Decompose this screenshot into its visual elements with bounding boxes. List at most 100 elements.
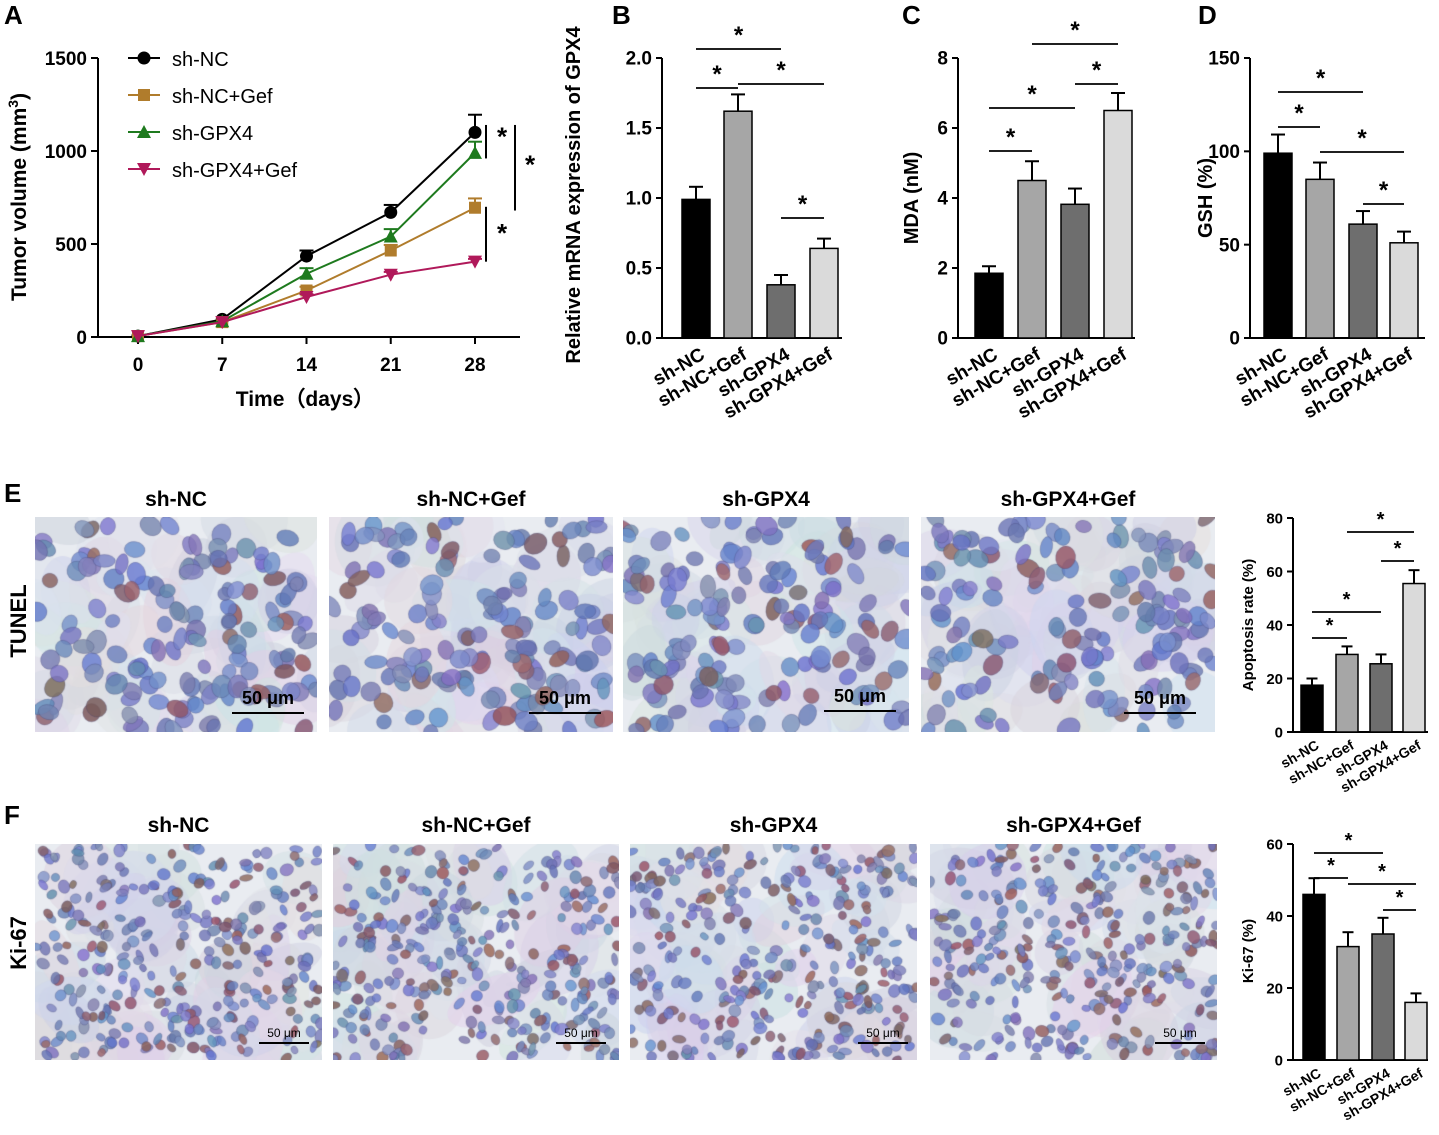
scale-bar-f-3: [1155, 1042, 1205, 1044]
a-point-0-2: [300, 249, 313, 263]
micrograph-ki67-sh-nc-gef: [333, 844, 619, 1060]
scale-bar-e-2: [824, 710, 896, 712]
micrograph-tunel-sh-gpx4: [623, 517, 909, 732]
b-y-tick-label: 0.5: [626, 259, 653, 280]
a-legend-label-2: sh-GPX4: [172, 123, 253, 145]
a-point-3-4: [468, 255, 482, 269]
d-bar-3: [1389, 242, 1419, 339]
a-y-tick-label: 1000: [45, 142, 87, 163]
e-y-axis-label: Apoptosis rate (%): [1240, 559, 1257, 692]
image-title-f-sh-gpx4: sh-GPX4: [729, 814, 818, 837]
micrograph-tunel-sh-nc-gef: [329, 517, 613, 732]
image-title-f-sh-nc: sh-NC: [147, 814, 210, 837]
f-y-tick-label: 40: [1266, 908, 1283, 925]
scale-bar-label-e-3: 50 μm: [1133, 688, 1187, 708]
f-sig-star-1: *: [1345, 830, 1353, 852]
a-y-tick-label: 0: [76, 328, 87, 349]
c-y-tick-label: 2: [937, 259, 948, 280]
e-bar-1: [1335, 653, 1359, 733]
scale-bar-label-e-1: 50 μm: [538, 688, 592, 708]
a-legend-marker-1: [138, 89, 150, 101]
b-y-tick-label: 1.0: [626, 189, 652, 210]
a-sig-star-1: *: [497, 218, 508, 248]
micrograph-tunel-sh-nc: [35, 517, 317, 732]
c-y-tick-label: 6: [937, 119, 948, 140]
image-title-e-sh-nc-gef: sh-NC+Gef: [416, 488, 526, 511]
d-y-tick-label: 100: [1208, 142, 1240, 163]
d-bar-1: [1305, 178, 1335, 339]
e-sig-star-0: *: [1326, 615, 1334, 637]
e-bar-2: [1369, 663, 1393, 733]
scale-bar-f-0: [259, 1042, 309, 1044]
a-y-tick-label: 1500: [45, 49, 87, 70]
micrograph-ki67-sh-gpx4: [630, 844, 917, 1060]
d-sig-star-1: *: [1316, 65, 1326, 92]
a-point-1-4: [469, 201, 481, 214]
e-y-tick-label: 0: [1275, 724, 1283, 741]
c-y-tick-label: 8: [937, 49, 948, 70]
c-sig-star-2: *: [1092, 57, 1102, 84]
scale-bar-label-f-3: 50 μm: [1163, 1026, 1197, 1040]
micrograph-tunel-sh-gpx4-gef: [921, 517, 1215, 732]
d-bar-0: [1263, 152, 1293, 339]
b-y-axis-label: Relative mRNA expression of GPX4: [563, 26, 585, 364]
scale-bar-e-3: [1124, 712, 1196, 714]
panel-label-e: E: [4, 478, 22, 508]
micrograph-ki67-sh-gpx4-gef: [930, 844, 1217, 1060]
c-y-axis-label: MDA (nM): [901, 152, 923, 245]
c-y-tick-label: 4: [937, 189, 948, 210]
a-point-1-3: [384, 244, 397, 257]
a-legend-marker-2: [137, 125, 151, 138]
d-sig-star-3: *: [1379, 177, 1389, 204]
a-y-tick-label: 500: [55, 235, 87, 256]
a-x-tick-label: 28: [464, 355, 485, 376]
scale-bar-label-e-2: 50 μm: [833, 686, 887, 706]
a-sig-star-2: *: [525, 149, 536, 179]
c-sig-star-3: *: [1070, 17, 1080, 44]
a-x-axis-label: Time（days）: [236, 387, 375, 411]
c-sig-star-1: *: [1027, 81, 1037, 108]
d-y-tick-label: 50: [1219, 235, 1240, 256]
panel-label-b: B: [612, 0, 631, 30]
e-sig-star-1: *: [1343, 589, 1351, 611]
f-bar-2: [1371, 933, 1395, 1061]
f-bar-3: [1404, 1001, 1428, 1061]
a-legend-label-0: sh-NC: [172, 49, 229, 71]
b-sig-star-1: *: [734, 22, 744, 49]
scale-bar-e-0: [232, 712, 304, 714]
b-sig-star-0: *: [712, 61, 722, 88]
c-bar-3: [1103, 109, 1133, 339]
e-bar-3: [1402, 582, 1426, 733]
d-sig-star-2: *: [1357, 125, 1367, 152]
c-bar-0: [974, 272, 1004, 339]
d-bar-2: [1348, 223, 1378, 339]
b-y-tick-label: 1.5: [626, 119, 653, 140]
b-bar-3: [809, 247, 839, 339]
panel-label-c: C: [902, 0, 921, 30]
a-point-3-2: [299, 291, 314, 305]
a-x-tick-label: 14: [296, 355, 318, 376]
f-y-axis-label: Ki-67 (%): [1240, 919, 1257, 983]
a-legend-marker-3: [137, 163, 151, 176]
scale-bar-label-f-2: 50 μm: [866, 1026, 900, 1040]
f-sig-star-0: *: [1327, 855, 1335, 877]
c-y-tick-label: 0: [937, 329, 948, 350]
f-sig-star-3: *: [1396, 887, 1404, 909]
image-title-e-sh-gpx4-gef: sh-GPX4+Gef: [1000, 488, 1136, 511]
b-y-tick-label: 0.0: [626, 329, 652, 350]
e-y-tick-label: 20: [1266, 671, 1283, 688]
c-bar-1: [1017, 179, 1047, 339]
row-label-ki67: Ki-67: [6, 916, 31, 970]
d-y-axis-label: GSH (%): [1195, 158, 1217, 238]
image-title-e-sh-nc: sh-NC: [145, 488, 207, 511]
a-legend-marker-0: [137, 51, 151, 65]
e-y-tick-label: 40: [1266, 617, 1283, 634]
f-y-tick-label: 60: [1266, 836, 1283, 853]
panel-label-d: D: [1198, 0, 1217, 30]
row-label-tunel: TUNEL: [6, 584, 31, 658]
a-point-0-3: [384, 205, 398, 219]
a-point-3-1: [215, 316, 230, 330]
f-sig-star-2: *: [1378, 861, 1386, 883]
e-y-tick-label: 80: [1266, 510, 1283, 527]
e-y-tick-label: 60: [1266, 564, 1283, 581]
